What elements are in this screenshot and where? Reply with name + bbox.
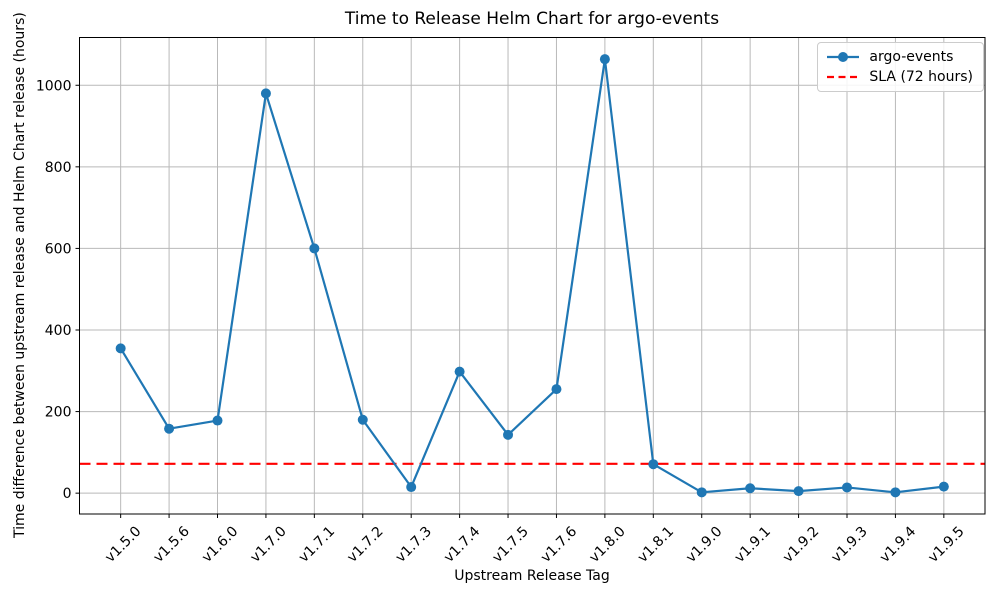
series-line (119, 58, 945, 494)
data-point-marker (551, 384, 562, 395)
x-tick-label: v1.8.1 (635, 524, 677, 566)
data-point-marker (793, 486, 804, 497)
legend-item-sla: SLA (72 hours) (826, 69, 973, 85)
data-point-marker (841, 482, 852, 493)
x-tick-label: v1.5.0 (102, 524, 144, 566)
data-point-marker (164, 423, 175, 434)
data-point-marker (212, 415, 223, 426)
legend: argo-events SLA (72 hours) (817, 42, 984, 92)
y-tick-label: 1000 (36, 78, 72, 94)
data-point-marker (357, 414, 368, 425)
x-tick-label: v1.7.1 (296, 524, 338, 566)
x-tick-label: v1.7.2 (344, 524, 386, 566)
data-point-marker (648, 459, 659, 470)
x-tick-label: v1.6.0 (199, 524, 241, 566)
legend-item-series: argo-events (826, 49, 973, 65)
data-point-marker (503, 429, 514, 440)
sla-line-sample-icon (827, 75, 860, 79)
x-tick-label: v1.7.4 (441, 523, 483, 565)
x-tick-label: v1.9.2 (780, 524, 822, 566)
data-point-marker (260, 88, 271, 99)
data-point-marker (309, 243, 320, 254)
chart-title: Time to Release Helm Chart for argo-even… (344, 9, 720, 29)
y-tick-label: 800 (45, 160, 72, 176)
data-point-marker (938, 481, 949, 492)
x-tick-label: v1.9.1 (732, 524, 774, 566)
y-tick-label: 400 (45, 323, 72, 339)
x-tick-label: v1.9.4 (877, 523, 919, 565)
y-axis-label: Time difference between upstream release… (12, 12, 28, 539)
data-point-marker (454, 366, 465, 377)
data-point-marker (115, 343, 126, 354)
plot-border (79, 37, 986, 515)
legend-label-series: argo-events (869, 49, 954, 65)
y-tick-label: 600 (45, 241, 72, 257)
x-tick-label: v1.7.5 (489, 524, 531, 566)
data-point-marker (890, 487, 901, 498)
data-point-marker (599, 54, 610, 65)
series-line-sample-icon (827, 52, 860, 62)
x-tick-label: v1.7.0 (247, 524, 289, 566)
y-tick-label: 200 (45, 405, 72, 421)
x-tick-label: v1.8.0 (586, 524, 628, 566)
data-point-marker (406, 482, 417, 493)
x-tick-label: v1.9.5 (925, 524, 967, 566)
x-tick-label: v1.7.3 (393, 524, 435, 566)
data-point-marker (745, 483, 756, 494)
x-axis-label: Upstream Release Tag (454, 568, 610, 584)
data-point-marker (696, 487, 707, 498)
x-tick-label: v1.9.3 (828, 524, 870, 566)
x-tick-label: v1.5.6 (151, 523, 193, 565)
x-tick-label: v1.9.0 (683, 524, 725, 566)
y-tick-label: 0 (63, 486, 72, 502)
legend-label-sla: SLA (72 hours) (869, 69, 973, 85)
x-tick-label: v1.7.6 (538, 523, 580, 565)
